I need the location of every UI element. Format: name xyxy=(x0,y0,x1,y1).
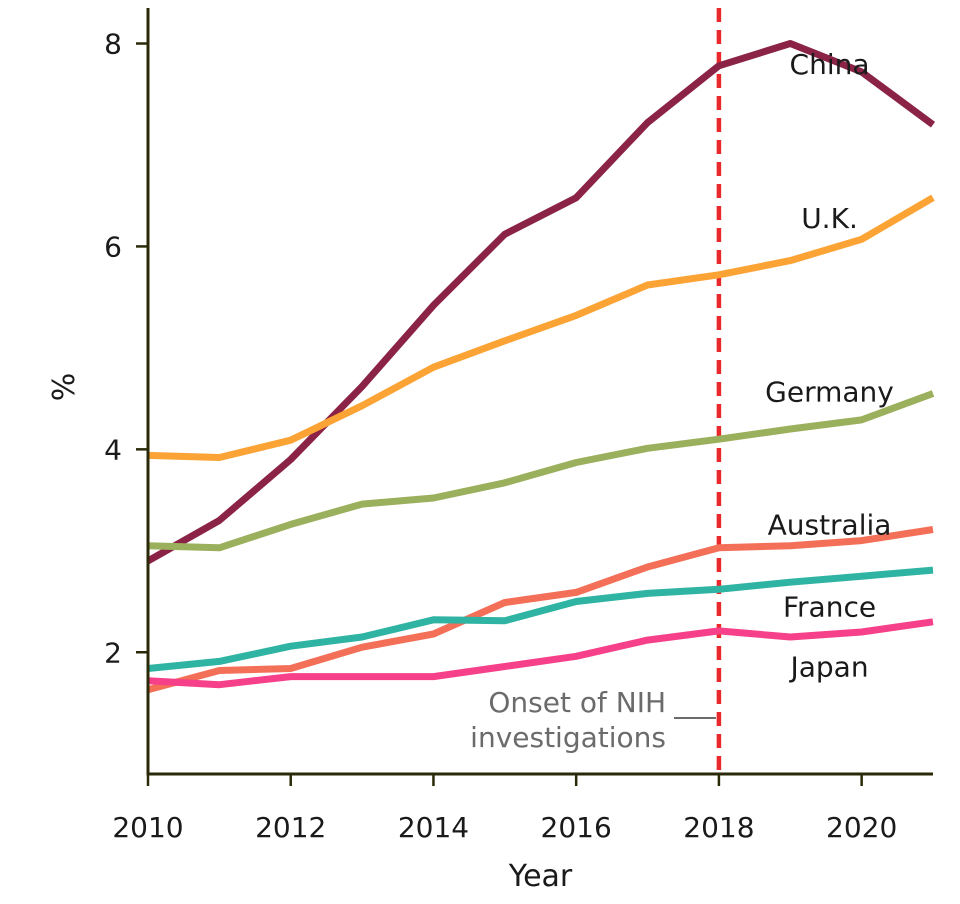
x-tick-label-2012: 2012 xyxy=(255,811,326,844)
x-tick-label-2018: 2018 xyxy=(683,811,754,844)
series-label-france: France xyxy=(783,591,876,624)
y-axis-title: % xyxy=(47,373,82,402)
series-label-australia: Australia xyxy=(768,509,892,542)
x-tick-label-2016: 2016 xyxy=(541,811,612,844)
series-line-u-k xyxy=(147,194,935,461)
annotation-layer: Onset of NIH investigations xyxy=(470,686,716,754)
series-label-japan: Japan xyxy=(788,651,868,684)
axes-layer xyxy=(146,8,933,776)
series-label-u-k: U.K. xyxy=(801,202,858,235)
series-line-germany xyxy=(147,390,935,552)
x-tick-label-2010: 2010 xyxy=(112,811,183,844)
x-axis-title: Year xyxy=(508,859,573,894)
x-tick-label-2020: 2020 xyxy=(826,811,897,844)
series-lines-layer xyxy=(146,40,936,694)
y-tick-label-8: 8 xyxy=(104,28,122,61)
series-label-china: China xyxy=(790,48,870,81)
series-label-germany: Germany xyxy=(765,376,894,409)
series-line-france xyxy=(147,566,934,672)
annotation-line-1: Onset of NIH xyxy=(488,686,666,719)
series-line-japan xyxy=(147,618,934,689)
x-tick-label-2014: 2014 xyxy=(398,811,469,844)
series-line-australia xyxy=(147,526,934,694)
annotation-line-2: investigations xyxy=(470,721,666,754)
series-line-china xyxy=(146,40,936,564)
y-tick-label-4: 4 xyxy=(104,433,122,466)
series-labels-layer: China U.K. Germany Australia France Japan xyxy=(765,48,894,684)
y-tick-label-6: 6 xyxy=(104,230,122,263)
y-tick-label-2: 2 xyxy=(104,636,122,669)
ticks-layer: 2 4 6 8 2010 2012 2014 2016 2018 2020 xyxy=(104,28,897,844)
